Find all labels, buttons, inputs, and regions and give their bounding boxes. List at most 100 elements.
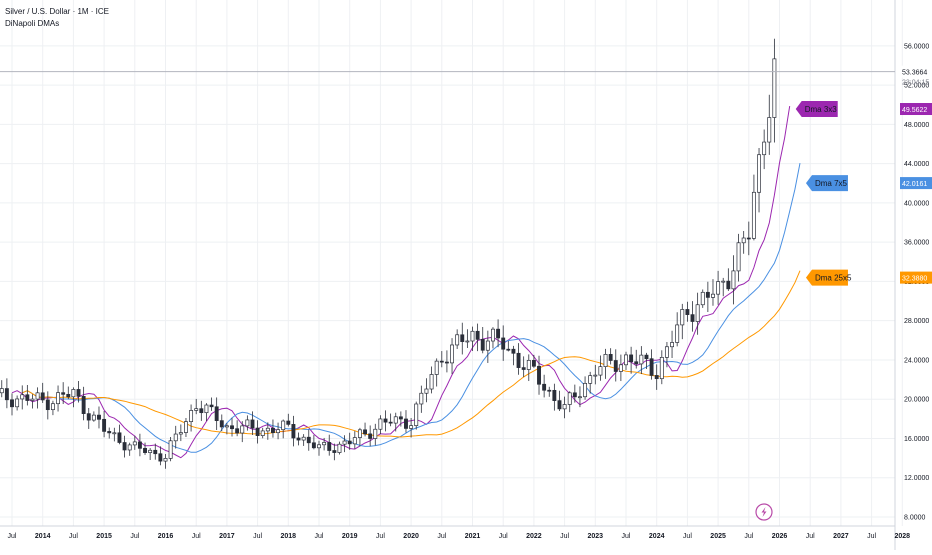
candle-body [301,436,306,441]
candle-body [721,280,726,283]
candle-body [107,431,112,434]
candle-body [61,392,66,395]
candle-body [322,442,327,446]
x-tick-label: 2024 [649,533,665,540]
indicator-title[interactable]: DiNapoli DMAs [5,19,60,28]
x-tick-label: 2025 [710,533,726,540]
x-tick-label: Jul [499,533,508,540]
candle-body [255,427,260,436]
candle-body [189,410,194,423]
last-price-tag: 53.3664 [902,70,927,77]
x-tick-label: Jul [683,533,692,540]
candle-body [81,395,86,414]
candle-body [644,354,649,360]
candle-body [741,237,746,244]
candle-body [634,361,639,365]
candle-body [25,394,30,401]
candle-body [163,458,168,462]
y-tick-label: 44.0000 [904,161,929,168]
x-tick-label: 2026 [772,533,788,540]
y-tick-label: 12.0000 [904,475,929,482]
candle-body [588,375,593,384]
x-tick-label: 2023 [588,533,604,540]
candle-body [40,392,45,401]
candle-body [245,419,250,427]
candle-body [337,443,342,453]
y-tick-label: 36.0000 [904,240,929,247]
candle-body [317,444,321,449]
candle-body [45,399,50,411]
candle-body [624,354,628,366]
x-tick-label: 2022 [526,533,542,540]
x-tick-label: Jul [253,533,262,540]
price-axis[interactable]: 56.0000 52.0000 48.0000 44.0000 40.0000 36.00… [904,43,929,521]
candle-body [526,360,531,370]
candle-body [296,437,301,441]
candle-body [414,403,419,426]
candle-body [705,291,710,298]
time-axis[interactable]: Jul 2014 Jul 2015 Jul 2016 Jul 2017 Jul 2018 Jul 20… [8,533,911,540]
candle-body [475,330,480,340]
candle-body [388,421,393,424]
candle-body [357,429,362,438]
lightning-icon[interactable] [755,503,773,521]
x-tick-label: 2019 [342,533,358,540]
candle-body [521,367,526,370]
candle-body [654,375,659,380]
symbol-title[interactable]: Silver / U.S. Dollar · 1M · ICE [5,7,110,16]
candle-body [184,421,188,433]
candle-body [501,337,506,350]
candle-body [178,432,183,435]
candle-body [659,357,664,380]
x-tick-label: 2016 [158,533,174,540]
candle-body [102,418,107,432]
candle-body [537,365,541,385]
candle-body [219,420,224,428]
candle-body [286,420,291,425]
candle-body [199,408,204,414]
candle-body [373,428,378,439]
candle-body [15,398,20,408]
series-price-tag-1: 49.5622 [902,107,927,114]
y-tick-label: 28.0000 [904,318,929,325]
candle-body [664,346,669,358]
series-labels: Dma 3x3 Dma 7x5 Dma 25x5 [795,101,852,286]
candle-body [332,450,337,453]
x-tick-label: 2015 [96,533,112,540]
candle-body [700,291,705,306]
candle-body [71,389,76,398]
y-tick-label: 24.0000 [904,357,929,364]
candle-body [613,360,618,372]
x-tick-label: 2018 [281,533,297,540]
candle-body [352,437,357,445]
candle-body [746,237,751,240]
candle-body [194,408,199,411]
x-tick-label: Jul [622,533,631,540]
candle-body [404,418,408,429]
candle-body [439,360,444,363]
x-tick-label: Jul [130,533,139,540]
candle-body [695,304,700,322]
candle-body [240,425,245,434]
candle-body [618,364,623,372]
candle-body [230,425,234,430]
candle-body [444,361,449,364]
series-price-tag-2-bg [900,177,932,190]
y-tick-label: 20.0000 [904,397,929,404]
candle-body [731,270,736,290]
candle-body [460,334,465,342]
candle-body [137,441,142,449]
candle-body [424,388,429,394]
x-tick-label: Jul [744,533,753,540]
candle-body [76,389,81,397]
candle-body [511,348,516,354]
candle-body [148,449,153,453]
series-price-tag-3: 32.3880 [902,276,927,283]
x-tick-label: Jul [376,533,385,540]
candle-body [168,440,173,459]
candle-body [480,339,485,351]
candle-body [675,324,680,343]
candle-body [685,309,690,315]
